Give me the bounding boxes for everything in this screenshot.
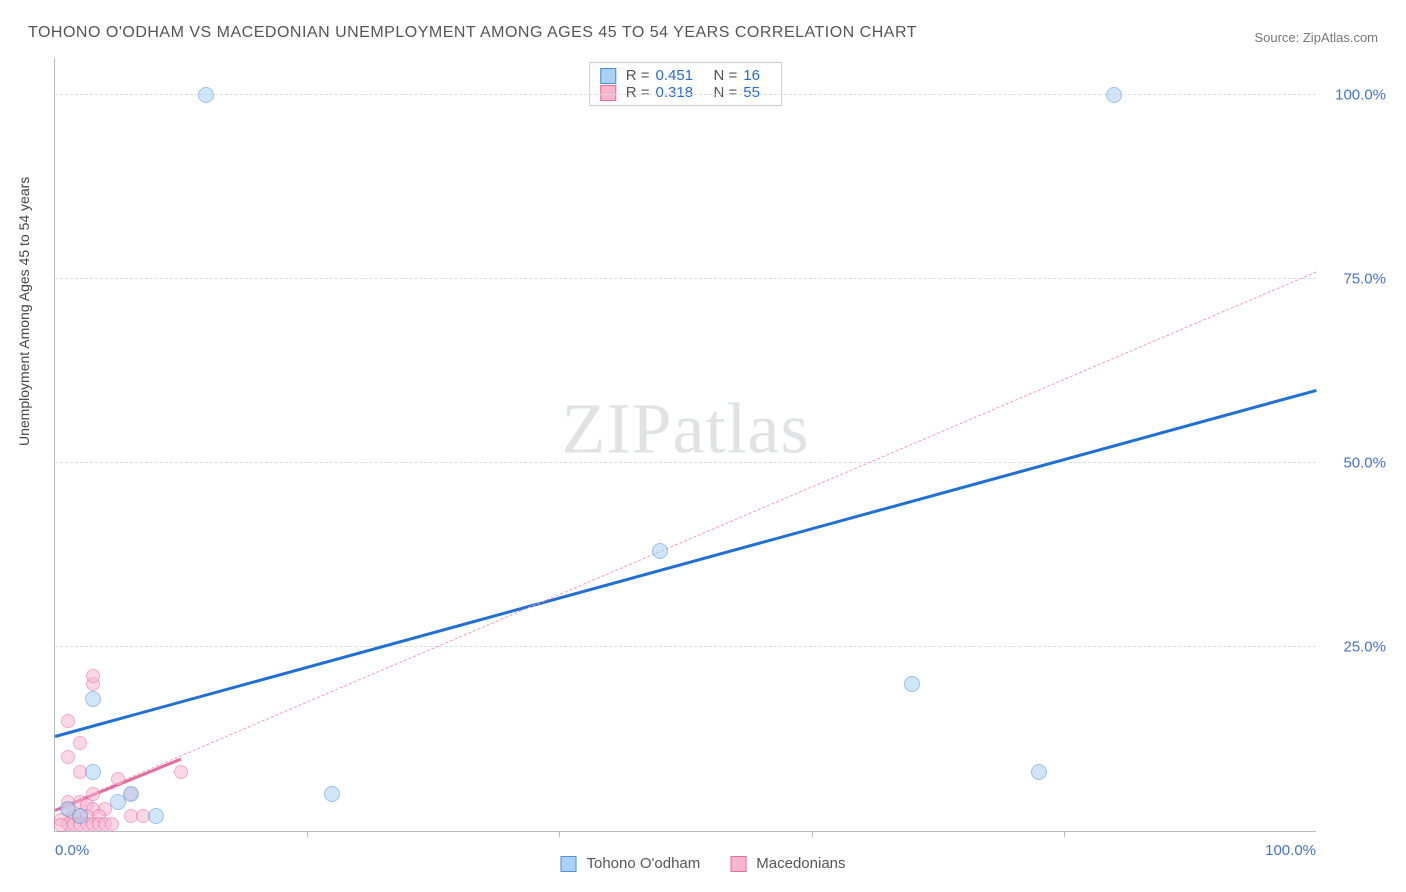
y-tick-label: 75.0% bbox=[1326, 270, 1386, 287]
x-tick-mark bbox=[1064, 831, 1065, 837]
r-value-1: 0.318 bbox=[656, 84, 700, 101]
x-tick-label: 100.0% bbox=[1265, 842, 1316, 859]
chart-title: TOHONO O'ODHAM VS MACEDONIAN UNEMPLOYMEN… bbox=[28, 24, 917, 42]
data-point bbox=[904, 676, 920, 692]
r-value-0: 0.451 bbox=[656, 67, 700, 84]
n-value-1: 55 bbox=[743, 84, 771, 101]
r-label: R = bbox=[626, 84, 650, 101]
source-label: Source: ZipAtlas.com bbox=[1254, 30, 1378, 45]
data-point bbox=[85, 764, 101, 780]
n-value-0: 16 bbox=[743, 67, 771, 84]
data-point bbox=[86, 669, 100, 683]
r-label: R = bbox=[626, 67, 650, 84]
y-tick-label: 50.0% bbox=[1326, 454, 1386, 471]
plot-area: ZIPatlas R = 0.451 N = 16 R = 0.318 N = … bbox=[54, 58, 1316, 832]
data-point bbox=[174, 765, 188, 779]
gridline-y bbox=[55, 462, 1316, 463]
gridline-y bbox=[55, 646, 1316, 647]
data-point bbox=[148, 808, 164, 824]
swatch-series-1 bbox=[600, 85, 616, 101]
legend-item: Macedonians bbox=[730, 855, 845, 872]
legend-series: Tohono O'odham Macedonians bbox=[560, 855, 845, 872]
legend-label: Tohono O'odham bbox=[586, 855, 700, 872]
legend-stats-row: R = 0.451 N = 16 bbox=[600, 67, 772, 84]
data-point bbox=[652, 543, 668, 559]
data-point bbox=[54, 818, 68, 832]
y-tick-label: 100.0% bbox=[1326, 86, 1386, 103]
data-point bbox=[72, 808, 88, 824]
data-point bbox=[73, 736, 87, 750]
n-label: N = bbox=[714, 67, 738, 84]
data-point bbox=[105, 817, 119, 831]
data-point bbox=[85, 691, 101, 707]
x-tick-label: 0.0% bbox=[55, 842, 89, 859]
data-point bbox=[61, 714, 75, 728]
gridline-y bbox=[55, 278, 1316, 279]
data-point bbox=[1031, 764, 1047, 780]
x-tick-mark bbox=[307, 831, 308, 837]
watermark: ZIPatlas bbox=[562, 388, 810, 471]
data-point bbox=[1106, 87, 1122, 103]
swatch-icon bbox=[560, 856, 576, 872]
data-point bbox=[61, 750, 75, 764]
x-tick-mark bbox=[812, 831, 813, 837]
legend-stats-row: R = 0.318 N = 55 bbox=[600, 84, 772, 101]
legend-label: Macedonians bbox=[756, 855, 845, 872]
swatch-icon bbox=[730, 856, 746, 872]
correlation-chart: TOHONO O'ODHAM VS MACEDONIAN UNEMPLOYMEN… bbox=[0, 0, 1406, 892]
x-tick-mark bbox=[559, 831, 560, 837]
data-point bbox=[198, 87, 214, 103]
data-point bbox=[111, 772, 125, 786]
swatch-series-0 bbox=[600, 68, 616, 84]
gridline-y bbox=[55, 94, 1316, 95]
y-axis-title: Unemployment Among Ages 45 to 54 years bbox=[16, 177, 32, 446]
legend-stats: R = 0.451 N = 16 R = 0.318 N = 55 bbox=[589, 62, 783, 106]
data-point bbox=[324, 786, 340, 802]
n-label: N = bbox=[714, 84, 738, 101]
data-point bbox=[110, 794, 126, 810]
legend-item: Tohono O'odham bbox=[560, 855, 700, 872]
y-tick-label: 25.0% bbox=[1326, 638, 1386, 655]
trend-line bbox=[55, 389, 1317, 738]
trend-line bbox=[55, 272, 1316, 810]
